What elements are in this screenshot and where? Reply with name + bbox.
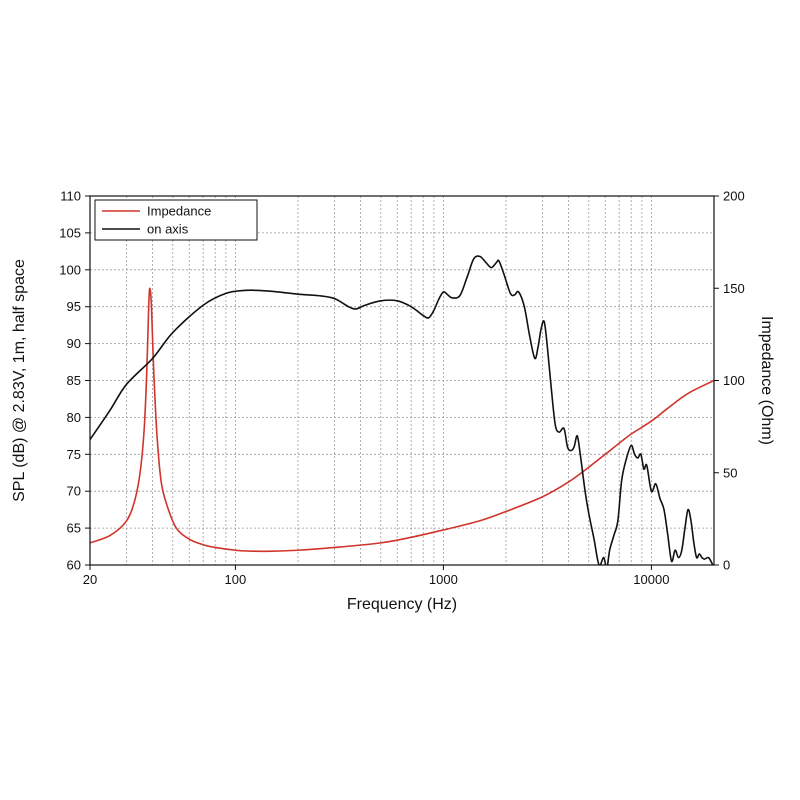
x-tick-label: 100 <box>225 572 247 587</box>
legend-label-on-axis: on axis <box>147 222 189 237</box>
y-tick-label: 105 <box>59 225 81 240</box>
y-tick-label: 80 <box>67 410 81 425</box>
y-tick-label: 60 <box>67 558 81 573</box>
y2-tick-label: 50 <box>723 465 737 480</box>
y2-axis-title: Impedance (Ohm) <box>758 316 775 445</box>
y2-tick-label: 0 <box>723 558 730 573</box>
x-axis-title: Frequency (Hz) <box>347 596 457 613</box>
legend-label-impedance: Impedance <box>147 204 211 219</box>
y-tick-label: 90 <box>67 336 81 351</box>
x-tick-label: 10000 <box>633 572 669 587</box>
y-tick-label: 110 <box>60 189 81 204</box>
y-tick-label: 100 <box>59 262 81 277</box>
y2-tick-label: 200 <box>723 189 745 204</box>
y-tick-label: 95 <box>67 299 81 314</box>
series-layer <box>90 255 714 565</box>
series-line-impedance <box>90 287 714 553</box>
ticks-layer: 60 65 70 75 80 85 90 95 100 105 110 0 50 100 150 200 20 1… <box>59 189 744 588</box>
series-line-on-axis <box>90 255 714 565</box>
y-tick-label: 70 <box>67 484 81 499</box>
y-axis-title: SPL (dB) @ 2.83V, 1m, half space <box>11 259 28 502</box>
y-tick-label: 75 <box>67 447 81 462</box>
legend: Impedance on axis <box>94 199 258 241</box>
legend-box <box>94 199 258 241</box>
y-tick-label: 85 <box>67 373 81 388</box>
grid-layer <box>90 196 714 565</box>
x-tick-label: 20 <box>83 572 97 587</box>
y2-tick-label: 150 <box>723 281 745 296</box>
y-tick-label: 65 <box>67 521 81 536</box>
x-tick-label: 1000 <box>429 572 458 587</box>
y2-tick-label: 100 <box>723 373 745 388</box>
